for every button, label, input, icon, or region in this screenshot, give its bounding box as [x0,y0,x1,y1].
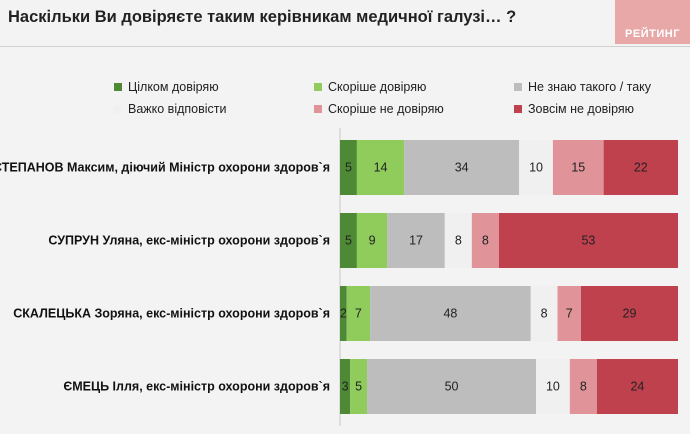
data-label: 7 [355,307,362,321]
bar-segment [350,359,368,414]
legend-label: Скоріше довіряю [328,80,427,94]
bar-segment [404,140,520,195]
data-label: 50 [445,380,459,394]
data-label: 7 [566,307,573,321]
data-label: 24 [630,380,644,394]
bar-segment [557,286,581,341]
legend-item-rather-trust: Скоріше довіряю [314,80,514,94]
data-label: 2 [340,307,347,321]
bar-segment [356,213,388,268]
chart-title: Наскільки Ви довіряєте таким керівникам … [8,8,517,26]
data-label: 10 [546,380,560,394]
legend-swatch [314,83,322,91]
data-label: 5 [345,234,352,248]
legend-swatch [114,83,122,91]
bar-segment [530,286,558,341]
bar-segment [536,359,570,414]
bar-segment [367,359,537,414]
data-label: 5 [345,161,352,175]
data-label: 22 [634,161,648,175]
bar-segment [603,140,678,195]
bar-segment [340,359,351,414]
data-label: 8 [455,234,462,248]
legend-item-fully-trust: Цілком довіряю [114,80,314,94]
bar-segment [519,140,553,195]
bar-segment [471,213,499,268]
bar-segment [580,286,678,341]
data-label: 15 [571,161,585,175]
legend-swatch [514,83,522,91]
legend-item-rather-distrust: Скоріше не довіряю [314,102,514,116]
legend-label: Важко відповісти [128,102,227,116]
rating-logo: РЕЙТИНГ [615,0,690,44]
data-label: 10 [529,161,543,175]
data-label: 8 [482,234,489,248]
data-label: 48 [443,307,457,321]
header-divider [0,46,690,47]
data-label: 5 [355,380,362,394]
category-label: СКАЛЕЦЬКА Зоряна, екс-міністр охорони зд… [13,307,330,321]
category-label: СТЕПАНОВ Максим, діючий Міністр охорони … [0,161,330,175]
bar-segment [569,359,597,414]
legend-label: Зовсім не довіряю [528,102,635,116]
legend-label: Скоріше не довіряю [328,102,444,116]
legend-swatch [114,105,122,113]
legend-item-dont-know: Не знаю такого / таку [514,80,654,94]
category-label: ЄМЕЦЬ Ілля, екс-міністр охорони здоров`я [63,380,330,394]
data-label: 29 [623,307,637,321]
data-label: 8 [580,380,587,394]
legend-item-hard-to-say: Важко відповісти [114,102,314,116]
data-label: 17 [409,234,423,248]
bar-segment [387,213,445,268]
data-label: 8 [541,307,548,321]
data-label: 3 [342,380,349,394]
legend-swatch [314,105,322,113]
category-label: СУПРУН Уляна, екс-міністр охорони здоров… [48,234,330,248]
bar-segment [356,140,405,195]
bar-segment [340,140,357,195]
legend-swatch [514,105,522,113]
bar-segment [340,286,347,341]
bar-segment [340,213,357,268]
data-label: 14 [374,161,388,175]
legend-label: Не знаю такого / таку [528,80,652,94]
bar-segment [370,286,531,341]
bar-segment [346,286,371,341]
data-label: 53 [581,234,595,248]
legend-item-fully-distrust: Зовсім не довіряю [514,102,654,116]
chart-legend: Цілком довіряю Скоріше довіряю Не знаю т… [114,80,654,116]
data-label: 9 [369,234,376,248]
bar-segment [552,140,604,195]
bar-segment [444,213,472,268]
legend-label: Цілком довіряю [128,80,219,94]
data-label: 34 [455,161,469,175]
bar-segment [498,213,678,268]
bar-segment [596,359,678,414]
